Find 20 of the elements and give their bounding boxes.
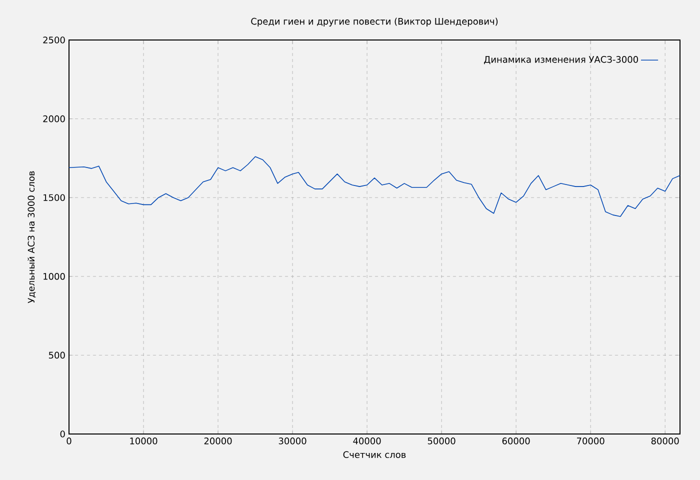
x-tick-label: 80000 <box>651 438 679 444</box>
legend-label: Динамика изменения УАСЗ-3000 <box>484 56 638 64</box>
x-tick-label: 10000 <box>130 438 158 444</box>
y-tick-label: 0 <box>60 430 65 438</box>
x-tick-label: 40000 <box>353 438 381 444</box>
y-tick-label: 1500 <box>44 194 65 202</box>
x-tick-label: 60000 <box>502 438 530 444</box>
line-series <box>69 156 680 217</box>
x-tick-label: 20000 <box>204 438 232 444</box>
y-tick-label: 2000 <box>43 115 65 122</box>
x-tick-label: 50000 <box>428 438 456 444</box>
x-tick-label: 30000 <box>278 438 306 444</box>
y-tick-label: 500 <box>48 352 65 359</box>
x-axis-title: Счетчик слов <box>343 451 406 458</box>
y-axis-title: Удельный АСЗ на 3000 слов <box>28 171 36 304</box>
y-tick-label: 1000 <box>44 272 65 280</box>
x-tick-label: 0 <box>66 438 72 444</box>
x-tick-label: 70000 <box>577 438 604 444</box>
chart-title: Среди гиен и другие повести (Виктор Шендерович) <box>251 18 498 26</box>
y-tick-label: 2500 <box>43 36 65 44</box>
